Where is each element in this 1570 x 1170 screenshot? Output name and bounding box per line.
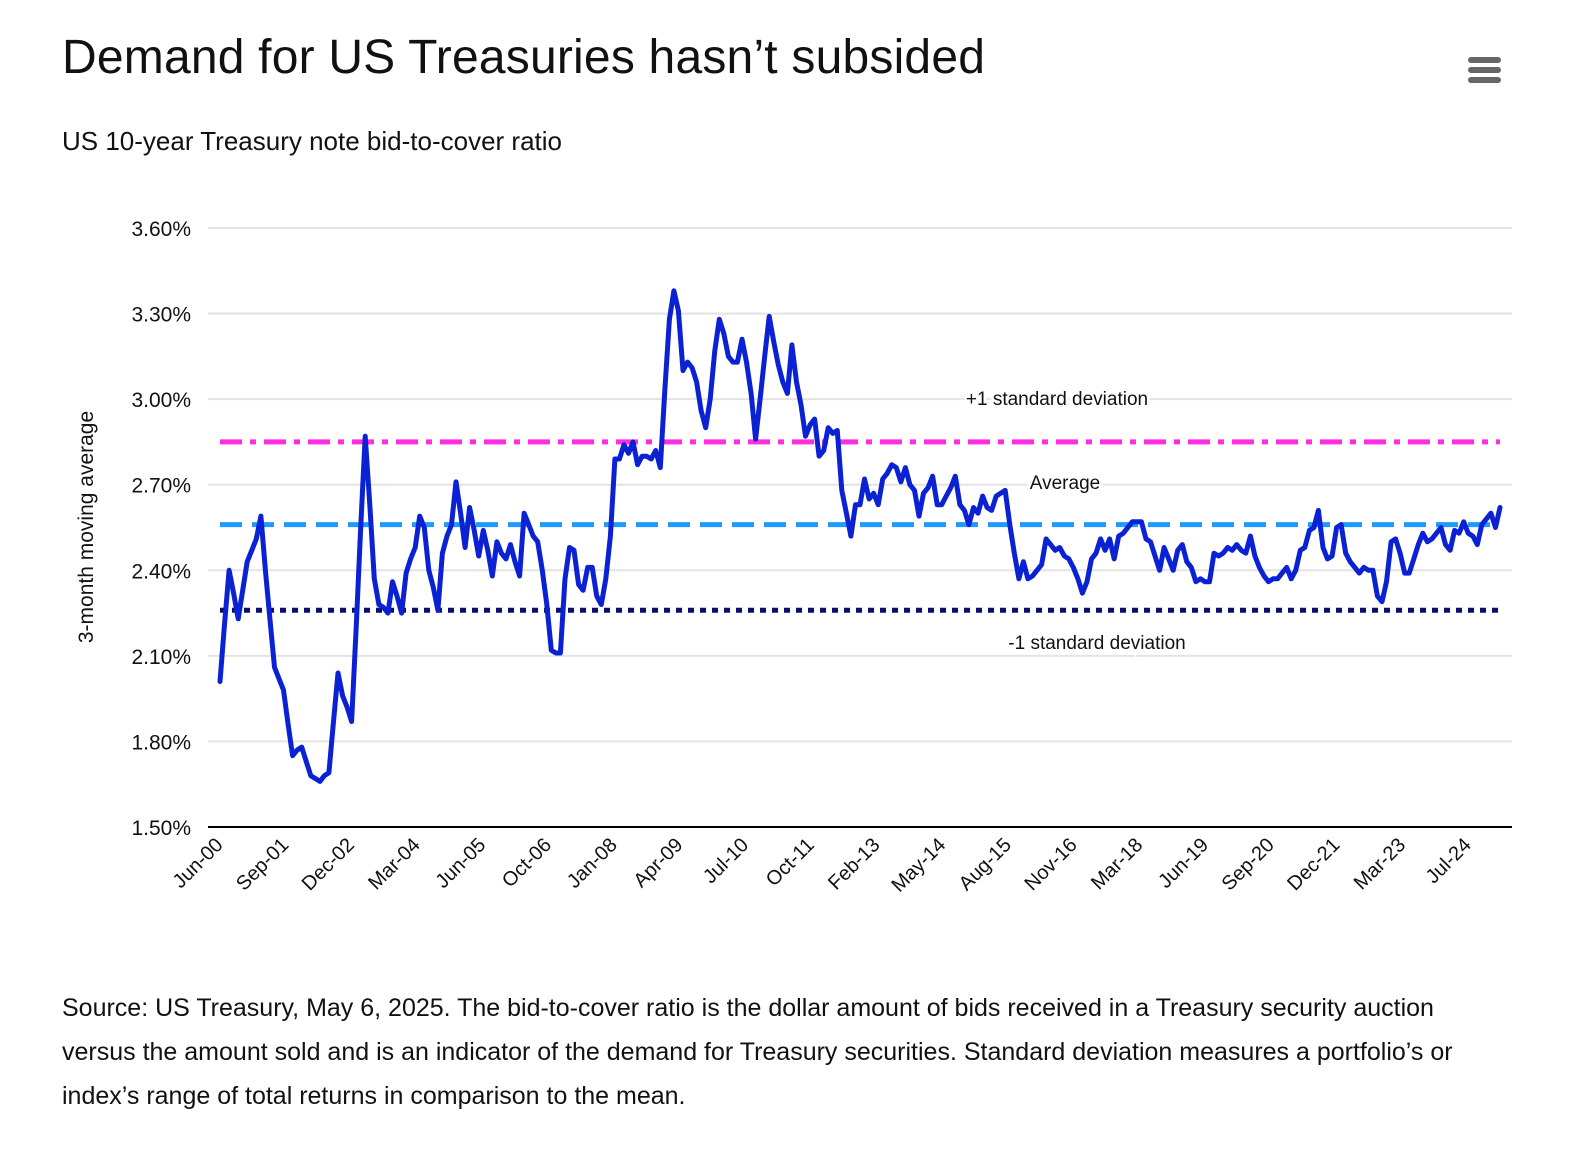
- y-tick-label: 3.60%: [131, 218, 191, 241]
- y-tick-label: 2.10%: [131, 646, 191, 669]
- reference-label: -1 standard deviation: [1008, 633, 1185, 654]
- y-tick-label: 2.40%: [131, 560, 191, 583]
- y-axis-ticks: 1.50% 1.80% 2.10% 2.40% 2.70% 3.00% 3.30% 3.60%: [131, 218, 191, 840]
- x-tick-label: Oct-06: [498, 834, 556, 892]
- x-tick-label: Dec-02: [298, 834, 359, 895]
- x-tick-label: Nov-16: [1020, 834, 1081, 895]
- source-caption: Source: US Treasury, May 6, 2025. The bi…: [62, 994, 1453, 1110]
- hamburger-menu-icon[interactable]: [1466, 54, 1504, 86]
- y-tick-label: 1.50%: [131, 817, 191, 840]
- x-axis-ticks: Jun-00 Sep-01 Dec-02 Mar-04 Jun-05 Oct-06 Jan-…: [169, 834, 1476, 897]
- y-tick-label: 3.30%: [131, 304, 191, 327]
- gridlines: [208, 227, 1512, 743]
- x-tick-label: Sep-01: [232, 834, 293, 895]
- series-line: [217, 288, 1503, 784]
- x-tick-label: Sep-20: [1218, 834, 1279, 895]
- series-group: [217, 288, 1503, 784]
- reference-label: +1 standard deviation: [966, 389, 1148, 410]
- x-tick-label: Oct-11: [762, 834, 819, 891]
- x-tick-label: May-14: [888, 834, 951, 897]
- y-tick-label: 2.70%: [131, 475, 191, 498]
- reference-label: Average: [1030, 473, 1100, 494]
- x-tick-label: Jun-00: [169, 834, 228, 893]
- line-chart: 1.50% 1.80% 2.10% 2.40% 2.70% 3.00% 3.30% 3.60%…: [75, 218, 1512, 897]
- x-tick-label: Jul-10: [699, 834, 753, 888]
- y-tick-label: 3.00%: [131, 389, 191, 412]
- x-tick-label: Mar-18: [1087, 834, 1147, 894]
- x-tick-label: Dec-21: [1283, 834, 1344, 895]
- y-axis-label: 3-month moving average: [75, 411, 98, 643]
- x-tick-label: Jan-08: [563, 834, 622, 893]
- x-tick-label: Aug-15: [955, 834, 1016, 895]
- x-tick-label: Mar-23: [1350, 834, 1410, 894]
- x-tick-label: Apr-09: [629, 834, 687, 892]
- chart-subtitle: US 10-year Treasury note bid-to-cover ra…: [62, 126, 562, 156]
- menu-bar: [1468, 67, 1501, 73]
- reference-line-labels: +1 standard deviation Average -1 standard …: [963, 386, 1189, 657]
- menu-bar: [1468, 77, 1501, 83]
- menu-bar: [1468, 57, 1501, 63]
- x-tick-label: Feb-13: [824, 834, 884, 894]
- y-tick-label: 1.80%: [131, 731, 191, 754]
- reference-lines: [220, 439, 1500, 613]
- x-tick-label: Jun-05: [432, 834, 491, 893]
- chart-title: Demand for US Treasuries hasn’t subsided: [62, 31, 986, 84]
- x-tick-label: Jun-19: [1154, 834, 1213, 893]
- x-tick-label: Mar-04: [364, 834, 424, 894]
- x-tick-label: Jul-24: [1422, 834, 1476, 888]
